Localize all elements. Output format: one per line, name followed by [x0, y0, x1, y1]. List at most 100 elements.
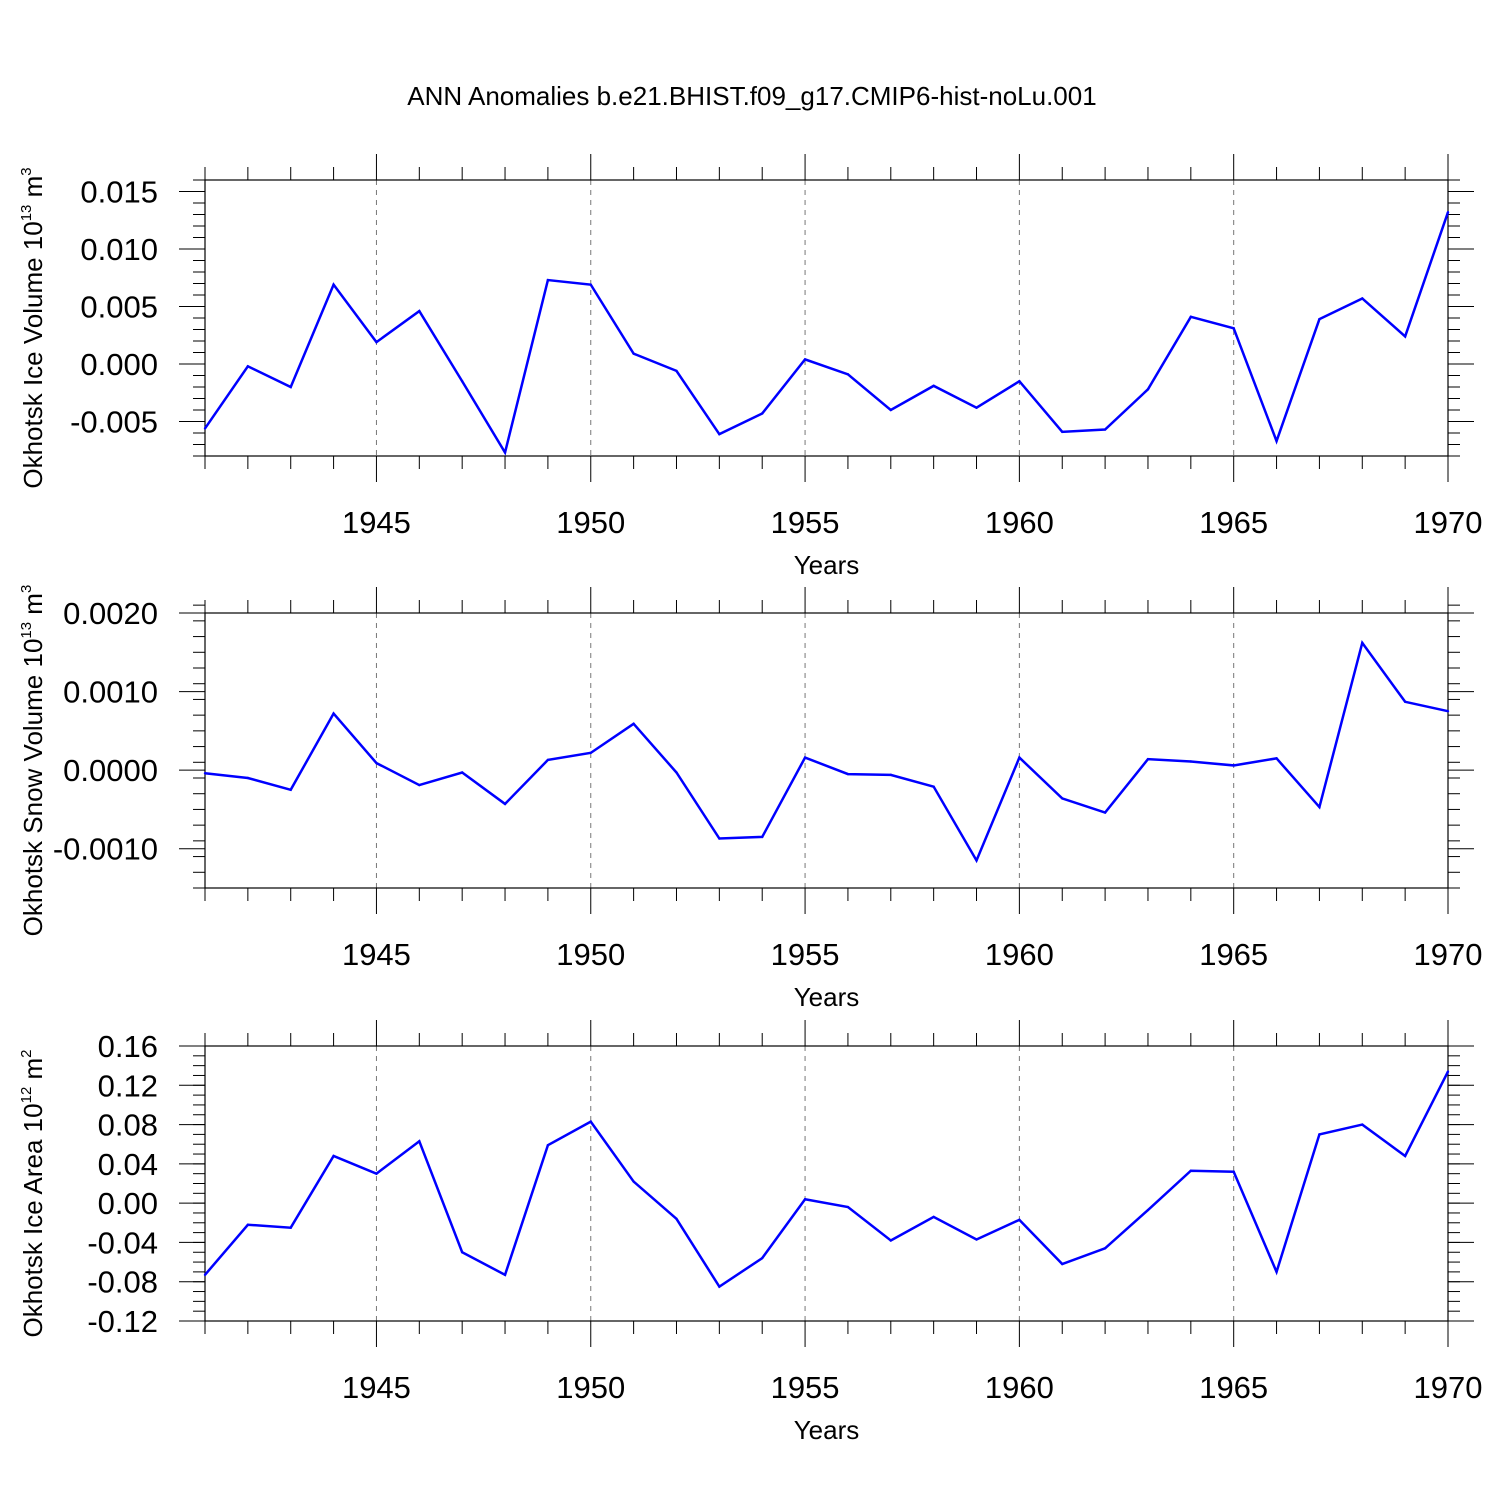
figure-title: ANN Anomalies b.e21.BHIST.f09_g17.CMIP6-… — [407, 81, 1096, 111]
data-point — [1232, 1170, 1235, 1173]
data-point — [932, 384, 935, 388]
data-point — [246, 776, 250, 780]
data-point — [1318, 317, 1321, 321]
y-axis-label-exponent: 13 — [18, 622, 35, 639]
plot-frame — [204, 179, 1449, 457]
x-axis-label: Years — [794, 550, 860, 580]
y-tick-label: -0.12 — [87, 1304, 158, 1339]
y-axis-label-unit-exponent: 3 — [18, 167, 35, 175]
data-point — [546, 1143, 550, 1147]
x-tick-label: 1960 — [985, 505, 1054, 540]
y-tick-label: 0.000 — [80, 347, 158, 382]
data-point — [589, 751, 592, 755]
data-point — [203, 772, 207, 775]
data-point — [546, 278, 550, 282]
data-point — [761, 412, 764, 415]
data-point — [846, 373, 850, 376]
plot-frame — [204, 1045, 1449, 1322]
x-axis-label: Years — [794, 982, 860, 1012]
data-point — [1403, 1154, 1407, 1158]
data-point — [460, 771, 464, 774]
series-line — [204, 1070, 1450, 1289]
data-point — [1061, 797, 1064, 800]
y-axis-label: Okhotsk Ice Volume 1013 m3 — [18, 167, 48, 488]
data-point — [289, 385, 292, 389]
data-point — [289, 1226, 292, 1229]
y-tick-label: 0.005 — [80, 290, 158, 325]
series-line — [204, 639, 1449, 864]
data-point — [1275, 757, 1278, 760]
data-point — [1189, 1169, 1193, 1172]
x-tick-label: 1955 — [771, 505, 840, 540]
x-tick-label: 1955 — [771, 937, 840, 972]
data-point — [718, 432, 721, 436]
data-point — [418, 783, 421, 787]
y-axis-label-unit: m — [18, 176, 48, 205]
data-point — [718, 1285, 721, 1288]
y-tick-label: 0.015 — [80, 175, 158, 210]
data-point — [1103, 811, 1107, 814]
data-point — [975, 406, 978, 409]
y-tick-label: 0.12 — [98, 1068, 158, 1103]
data-point — [632, 722, 635, 725]
x-tick-label: 1950 — [556, 505, 625, 540]
data-point — [332, 712, 335, 715]
data-point — [1189, 760, 1193, 763]
y-axis-label-text: Okhotsk Snow Volume 10 — [18, 639, 48, 937]
chart-panel-2: -0.0010 0.0000 0.0010 0.0020 1945 1950 1955 196… — [18, 585, 1482, 1012]
data-point — [675, 369, 678, 373]
data-point — [589, 1120, 592, 1123]
data-point — [675, 771, 678, 774]
data-point — [375, 761, 378, 765]
chart-panel-1: -0.005 0.000 0.005 0.010 0.015 1945 1950 1955 19… — [18, 154, 1482, 580]
data-point — [546, 758, 550, 762]
data-point — [975, 1238, 978, 1241]
data-point — [1146, 1208, 1150, 1212]
data-point — [460, 380, 464, 383]
data-point — [632, 1180, 635, 1183]
data-point — [203, 427, 207, 430]
x-tick-label: 1970 — [1414, 937, 1483, 972]
data-point — [761, 835, 764, 839]
data-point — [846, 1205, 850, 1209]
y-axis-label-unit: m — [18, 593, 48, 622]
data-point — [503, 1273, 507, 1277]
x-tick-label: 1970 — [1414, 1370, 1483, 1405]
data-point — [1275, 439, 1278, 443]
y-tick-label: 0.00 — [98, 1186, 158, 1221]
y-axis-label-exponent: 12 — [18, 1087, 35, 1104]
data-point — [675, 1217, 678, 1221]
y-axis-label-unit: m — [18, 1058, 48, 1087]
data-point — [803, 1198, 807, 1201]
data-point — [1446, 1070, 1450, 1073]
data-point — [246, 1223, 250, 1226]
data-point — [289, 788, 292, 791]
y-axis-label: Okhotsk Snow Volume 1013 m3 — [18, 585, 48, 937]
data-point — [889, 1239, 892, 1242]
y-axis-label-exponent: 13 — [18, 205, 35, 222]
data-point — [1275, 1270, 1278, 1274]
y-tick-label: -0.04 — [87, 1225, 158, 1260]
data-point — [889, 408, 892, 412]
data-point — [589, 283, 592, 286]
chart-panel-3: -0.12 -0.08 -0.04 0.00 0.04 0.08 0.12 0.16 1945 1… — [18, 1020, 1482, 1445]
y-tick-label: 0.010 — [80, 232, 158, 267]
data-point — [503, 451, 507, 454]
data-point — [375, 1172, 378, 1175]
data-point — [932, 785, 935, 788]
data-point — [1361, 297, 1364, 300]
data-point — [1061, 1262, 1064, 1266]
x-tick-label: 1960 — [985, 1370, 1054, 1405]
y-tick-label: -0.0010 — [53, 832, 158, 867]
data-point — [1361, 1123, 1364, 1126]
data-point — [332, 283, 335, 286]
series-line — [203, 211, 1450, 456]
x-tick-label: 1970 — [1414, 505, 1483, 540]
data-point — [246, 365, 250, 368]
x-tick-label: 1950 — [556, 1370, 625, 1405]
x-tick-label: 1965 — [1199, 505, 1268, 540]
data-point — [503, 802, 507, 806]
data-point — [1403, 700, 1407, 703]
x-tick-label: 1945 — [342, 505, 411, 540]
data-point — [418, 1140, 421, 1143]
